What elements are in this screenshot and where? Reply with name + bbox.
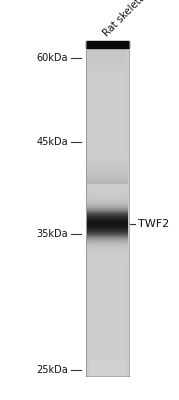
Text: 35kDa: 35kDa xyxy=(36,229,68,239)
Text: 45kDa: 45kDa xyxy=(36,137,68,147)
Text: TWF2: TWF2 xyxy=(138,219,169,229)
Text: Rat skeletal muscle: Rat skeletal muscle xyxy=(101,0,177,38)
Text: 60kDa: 60kDa xyxy=(37,53,68,63)
Text: 25kDa: 25kDa xyxy=(36,365,68,375)
